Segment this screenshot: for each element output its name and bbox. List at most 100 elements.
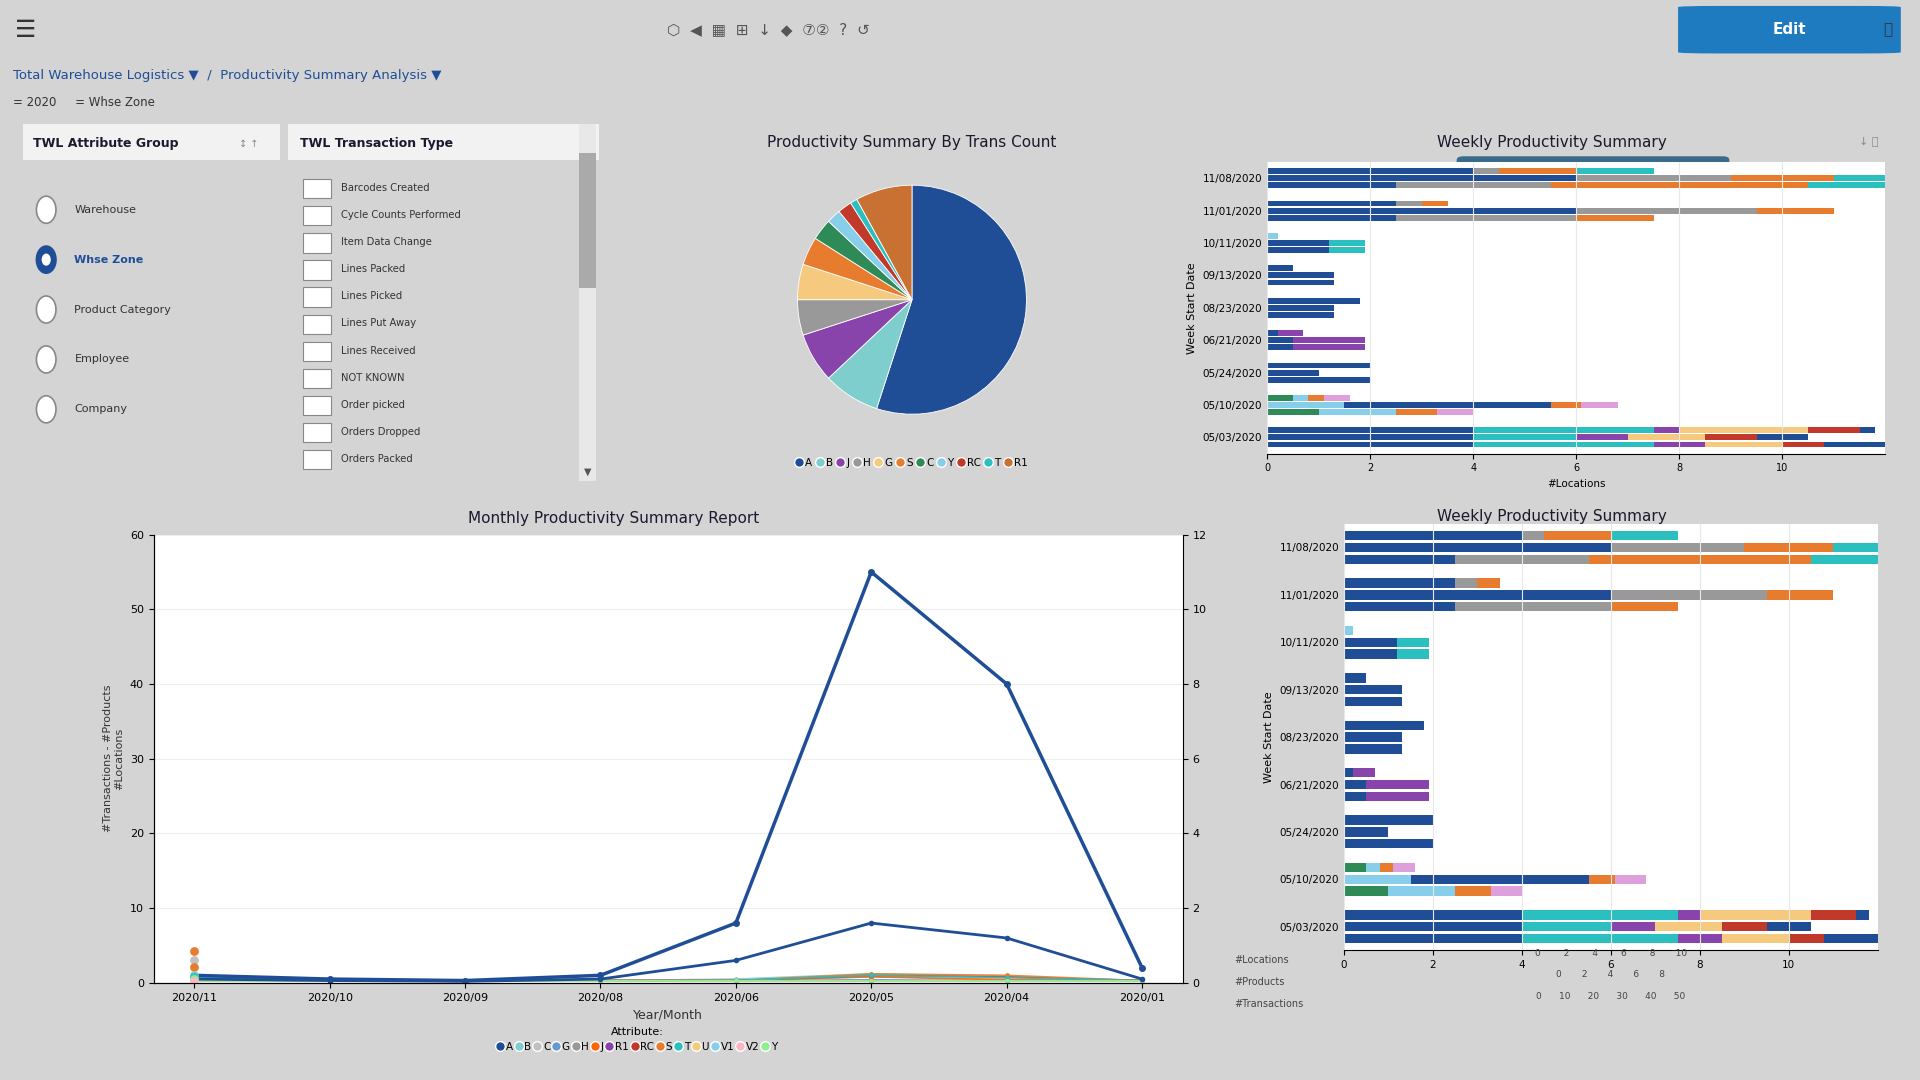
Bar [1582,402,1617,408]
Legend: A, B, C, G, H, J, R1, RC, S, T, U, V1, V2, Y: A, B, C, G, H, J, R1, RC, S, T, U, V1, V… [493,1023,781,1056]
Bar [1308,395,1325,401]
Bar [1267,298,1359,303]
Bar [1267,345,1292,350]
Bar [1267,215,1396,220]
Text: #Products: #Products [1235,977,1284,987]
Bar [1588,875,1615,885]
Bar [1855,910,1868,919]
Bar [1344,934,1523,943]
Text: Weekly Productivity Summary: Weekly Productivity Summary [1438,509,1667,524]
FancyBboxPatch shape [303,206,330,226]
FancyBboxPatch shape [1457,157,1730,199]
Point [179,966,209,983]
Bar [1732,175,1834,181]
Bar [1398,637,1428,647]
Bar [1396,215,1576,220]
Bar [1411,875,1588,885]
Bar [1392,863,1415,873]
FancyBboxPatch shape [288,124,599,160]
Text: ⬡  ◀  ▦  ⊞  ↓  ◆  ⑦②  ?  ↺: ⬡ ◀ ▦ ⊞ ↓ ◆ ⑦② ? ↺ [666,23,870,37]
FancyBboxPatch shape [303,287,330,307]
Text: Employee: Employee [75,354,131,364]
Bar [1766,590,1834,599]
Wedge shape [803,299,912,378]
Circle shape [42,254,50,265]
FancyBboxPatch shape [303,260,330,280]
Wedge shape [856,185,912,299]
Bar [1344,555,1455,564]
Bar [1396,183,1551,188]
Bar [1267,442,1473,447]
Bar [1834,543,1920,552]
Bar [1523,922,1611,931]
Bar [1473,168,1500,174]
Y-axis label: #Transactions - #Products
#Locations: #Transactions - #Products #Locations [102,685,125,833]
Bar [1551,402,1582,408]
Text: ↕ ↑: ↕ ↑ [240,139,259,149]
Bar [1743,543,1834,552]
Text: Productivity Summary By Trans Count: Productivity Summary By Trans Count [768,135,1056,149]
Bar [1523,910,1678,919]
Wedge shape [816,221,912,299]
Wedge shape [797,265,912,299]
Bar [1267,247,1329,253]
Text: = 2020     = Whse Zone: = 2020 = Whse Zone [13,96,156,109]
Bar [1344,685,1402,694]
Point [179,951,209,969]
Circle shape [36,346,56,373]
Bar [1267,175,1576,181]
Bar [1277,330,1304,336]
Text: #Locations: #Locations [1235,956,1288,966]
Bar [1655,922,1722,931]
Bar [1824,934,1878,943]
Bar [1809,183,1885,188]
Bar [1267,428,1473,433]
Bar [1611,602,1678,611]
Bar [1678,934,1722,943]
Bar [1344,543,1611,552]
Text: 0       2       4       6       8: 0 2 4 6 8 [1557,971,1665,980]
Bar [1344,863,1367,873]
Bar [1344,792,1367,801]
Text: Orders Dropped: Orders Dropped [342,427,420,436]
FancyBboxPatch shape [578,152,595,288]
Y-axis label: Week Start Date: Week Start Date [1263,691,1275,783]
Bar [1344,744,1402,754]
Bar [1267,330,1277,336]
Text: Order picked: Order picked [342,400,405,409]
Bar [1344,531,1523,540]
Y-axis label: Week Start Date: Week Start Date [1187,262,1198,353]
Point [179,971,209,988]
Bar [1267,434,1473,441]
Bar [1544,531,1611,540]
Bar [1478,578,1500,588]
Bar [1344,887,1388,896]
Bar [1576,434,1628,441]
Bar [1344,815,1432,825]
Text: Lines Received: Lines Received [342,346,415,355]
Bar [1699,910,1811,919]
Bar [1611,531,1678,540]
Bar [1367,863,1380,873]
Bar [1267,369,1319,376]
Bar [1325,395,1350,401]
Bar [1344,839,1432,849]
Bar [1267,312,1334,318]
Bar [1824,442,1885,447]
Point [179,972,209,989]
Bar [1329,240,1365,246]
Bar [1705,434,1757,441]
Bar [1267,363,1371,368]
Bar [1473,434,1576,441]
Bar [1811,910,1855,919]
Bar [1267,168,1473,174]
Bar [1611,590,1766,599]
Bar [1267,280,1334,285]
FancyBboxPatch shape [303,314,330,334]
Bar [1860,428,1876,433]
Text: Weekly Productivity Summary: Weekly Productivity Summary [1438,135,1667,149]
FancyBboxPatch shape [1678,6,1901,53]
Bar [1267,233,1277,239]
Bar [1267,395,1292,401]
Bar [1292,337,1365,343]
